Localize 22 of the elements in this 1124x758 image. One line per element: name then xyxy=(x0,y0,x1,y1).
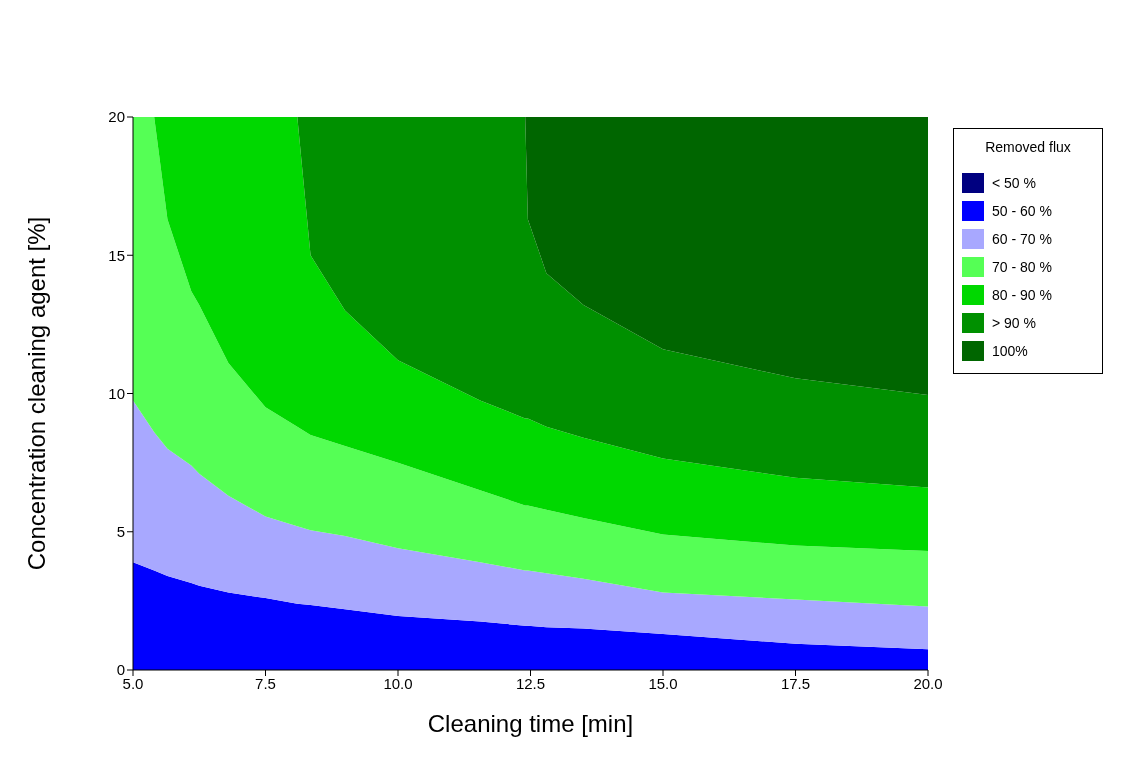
y-tick-label: 0 xyxy=(116,661,125,679)
y-axis-title: Concentration cleaning agent [%] xyxy=(22,216,50,571)
legend-label: 50 - 60 % xyxy=(992,203,1052,219)
y-tick-label: 20 xyxy=(108,108,125,126)
x-axis-title: Cleaning time [min] xyxy=(427,710,634,737)
x-tick-label: 15.0 xyxy=(648,674,678,692)
y-tick-label: 5 xyxy=(116,523,125,541)
legend-label: 100% xyxy=(992,343,1028,359)
x-tick-label: 12.5 xyxy=(515,674,546,692)
legend-label: < 50 % xyxy=(992,175,1036,191)
x-tick-label: 5.0 xyxy=(122,674,144,692)
y-tick-label: 10 xyxy=(108,384,125,402)
legend-label: 80 - 90 % xyxy=(992,287,1052,303)
x-tick-label: 10.0 xyxy=(383,674,413,692)
legend-label: 60 - 70 % xyxy=(992,231,1052,247)
legend-label: 70 - 80 % xyxy=(992,259,1052,275)
x-tick-label: 20.0 xyxy=(913,674,943,692)
legend-title: Removed flux xyxy=(984,139,1072,155)
x-tick-label: 7.5 xyxy=(255,674,276,692)
x-tick-label: 17.5 xyxy=(780,674,811,692)
y-tick-label: 15 xyxy=(108,246,125,264)
legend-label: > 90 % xyxy=(992,315,1036,331)
